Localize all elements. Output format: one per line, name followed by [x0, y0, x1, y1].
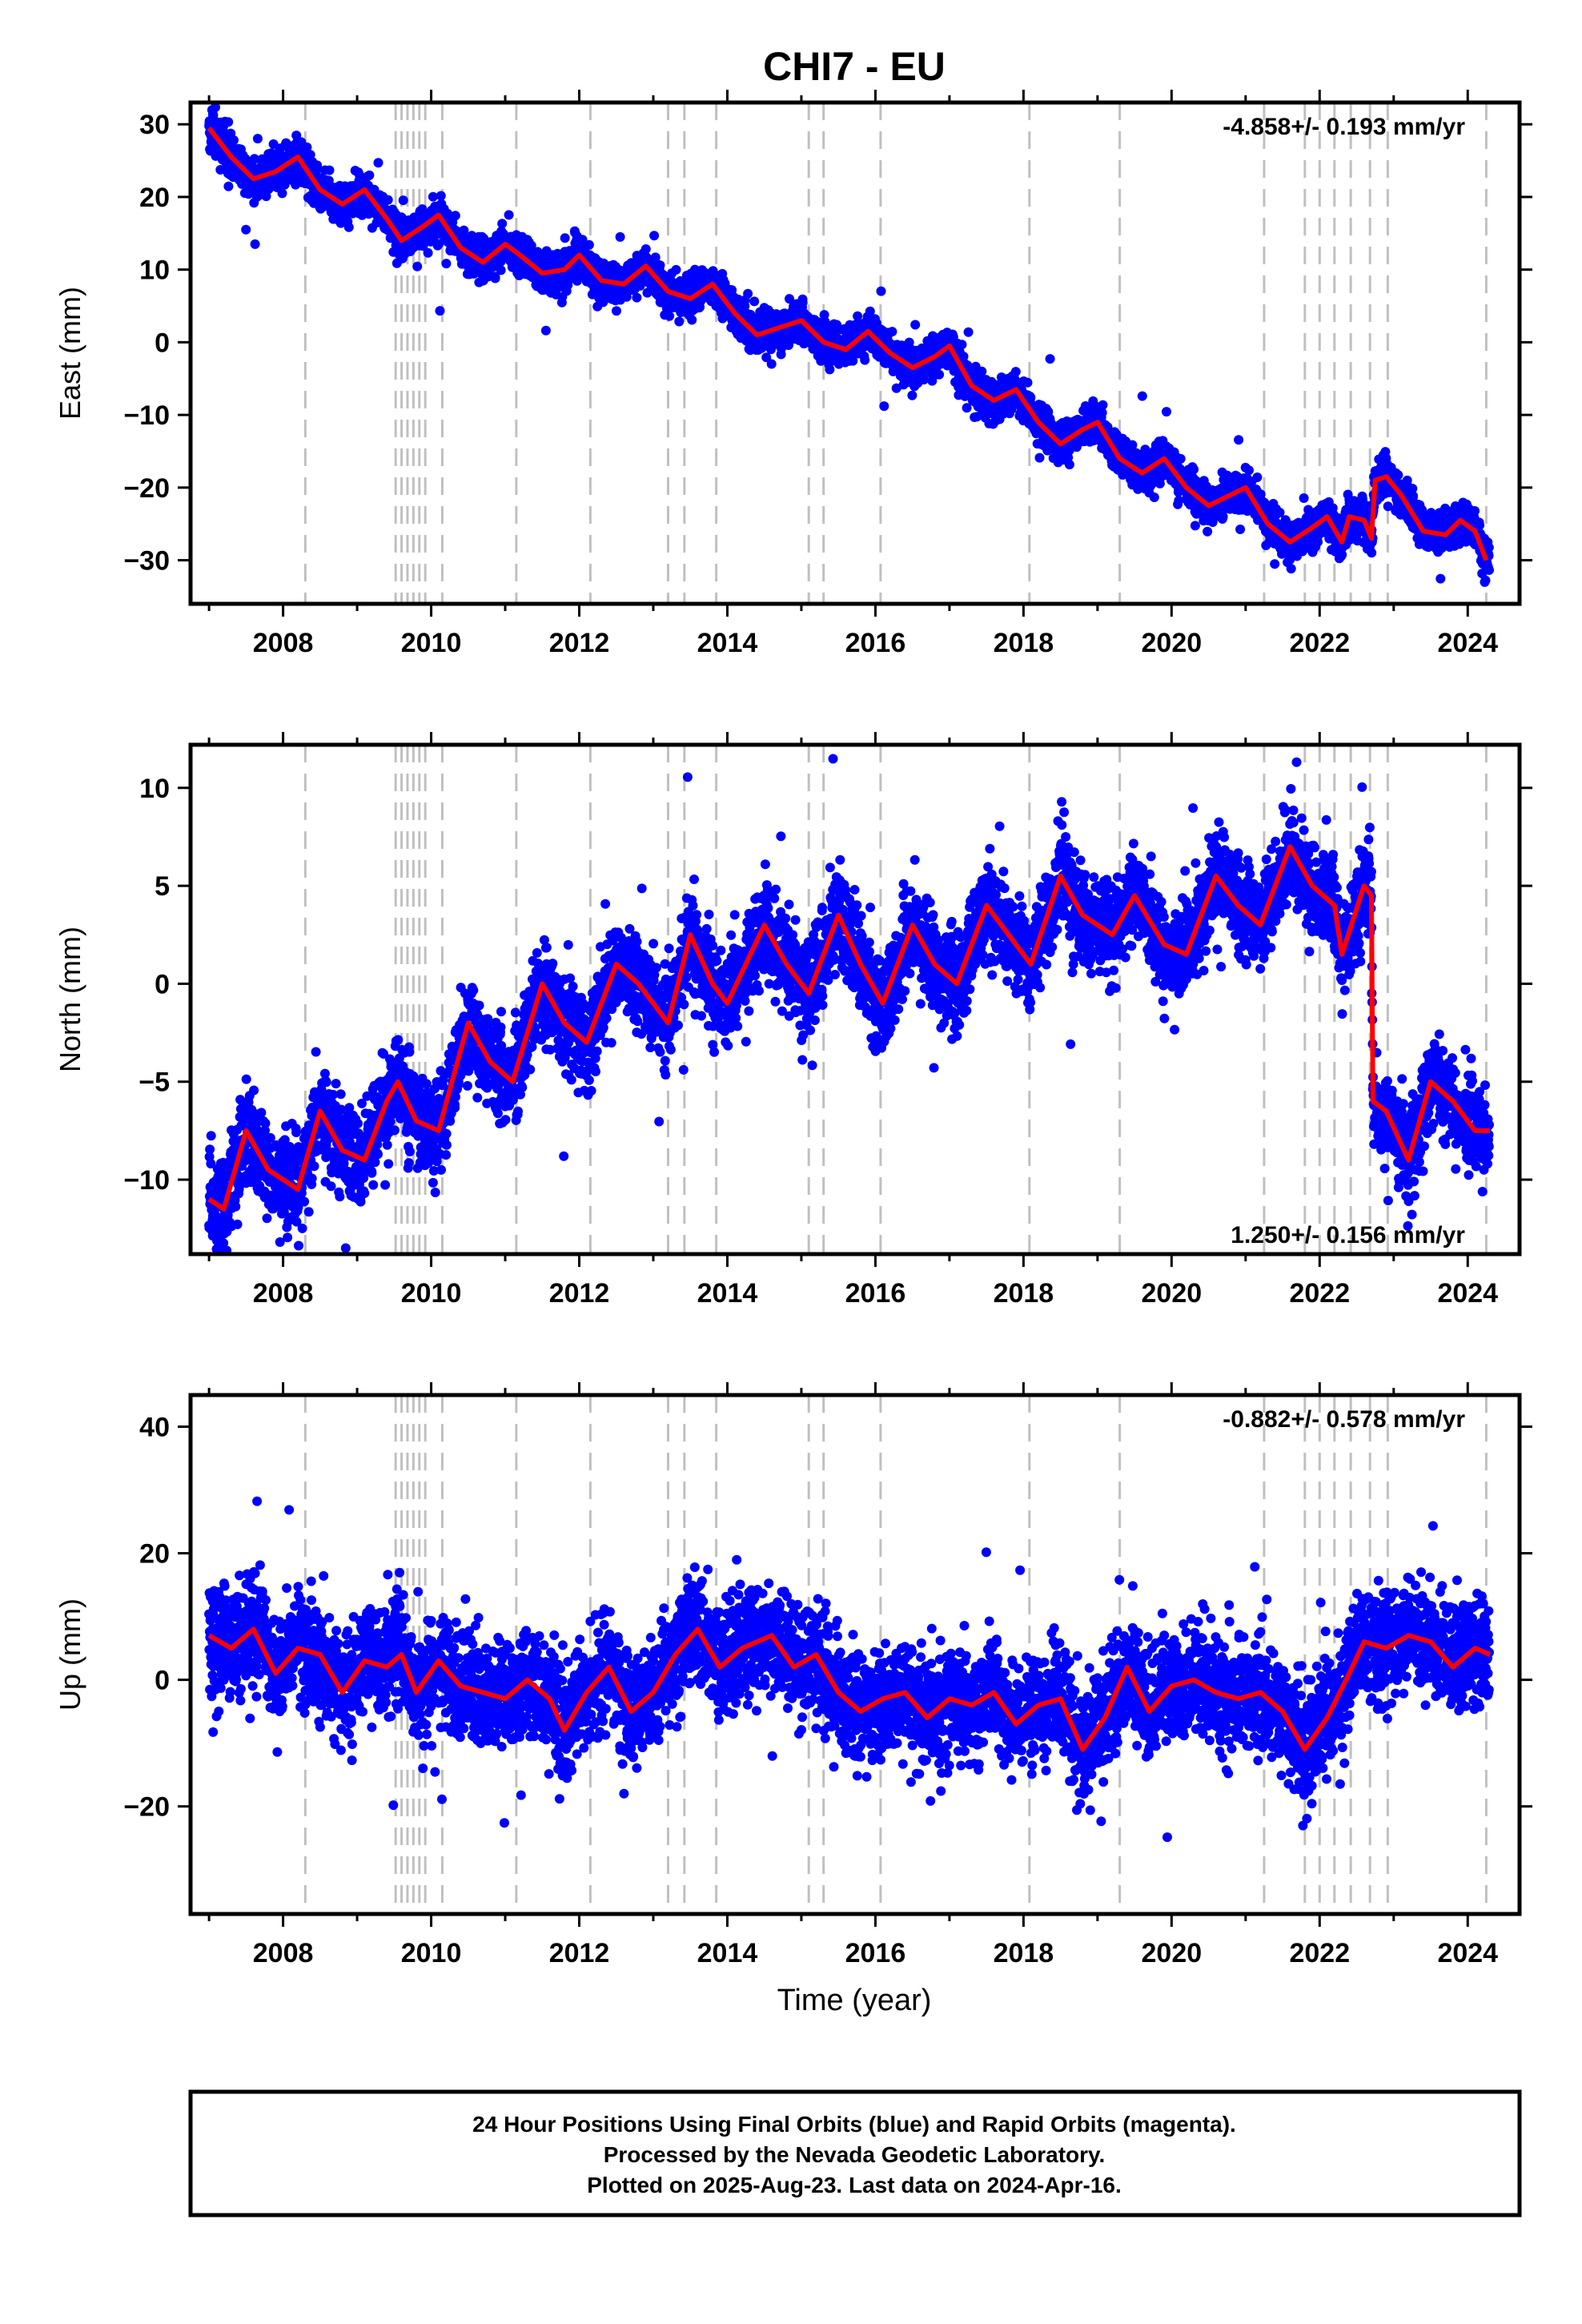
data-point [252, 134, 263, 144]
data-point [1149, 493, 1159, 502]
data-point [302, 142, 312, 152]
data-point [1127, 440, 1138, 450]
data-point [250, 239, 260, 249]
data-point [1097, 408, 1107, 418]
data-point [490, 273, 500, 283]
data-point [1022, 377, 1033, 388]
data-point [436, 191, 446, 201]
data-point [934, 369, 945, 380]
data-point [373, 158, 383, 168]
data-point [891, 383, 901, 393]
data-point [241, 224, 251, 235]
data-point [1010, 367, 1021, 377]
data-point [907, 390, 917, 400]
data-point [1098, 400, 1108, 410]
data-point [497, 219, 508, 229]
data-point [825, 364, 835, 375]
data-point [261, 191, 271, 202]
data-point [819, 310, 829, 320]
data-point [632, 292, 642, 303]
data-point [229, 135, 239, 146]
data-point [635, 280, 645, 291]
data-point [615, 231, 625, 242]
data-point [963, 327, 974, 337]
data-point [853, 311, 863, 321]
data-point [1203, 526, 1213, 537]
data-point [584, 239, 594, 250]
data-point [496, 265, 506, 275]
east-plot-area [204, 103, 1494, 604]
data-point [860, 355, 870, 365]
data-point [962, 403, 972, 413]
data-point [766, 359, 777, 369]
data-point [423, 247, 433, 258]
data-point [671, 264, 681, 275]
data-point [665, 311, 675, 321]
data-point [441, 259, 452, 269]
data-point [504, 210, 514, 220]
data-point [526, 240, 536, 251]
data-point [560, 233, 570, 243]
data-point [364, 170, 375, 180]
data-point [459, 225, 469, 235]
data-point [418, 241, 428, 251]
data-point [363, 209, 374, 219]
data-point [1174, 496, 1184, 505]
data-point [887, 327, 897, 337]
data-point [450, 211, 460, 221]
data-point [761, 352, 772, 363]
data-point [1064, 460, 1074, 470]
data-point [223, 117, 234, 127]
data-point [1189, 464, 1199, 475]
data-point [1162, 407, 1171, 417]
data-point [977, 366, 987, 376]
data-point [674, 316, 685, 327]
data-point [312, 160, 323, 171]
data-point [343, 222, 354, 232]
data-point [687, 315, 697, 325]
data-point [649, 231, 660, 241]
data-point [324, 165, 335, 175]
data-point [655, 260, 665, 271]
data-point [957, 340, 967, 350]
data-point [879, 401, 889, 412]
data-point [785, 294, 794, 304]
east-panel: 2008 2010 2012 2014 2016 2018 2020 2022 20243020… [54, 90, 1532, 658]
data-point [640, 244, 651, 254]
data-point [1137, 391, 1147, 401]
data-point [398, 195, 408, 206]
data-point [412, 261, 423, 271]
data-point [1190, 521, 1200, 531]
data-point [1026, 392, 1036, 403]
data-point [749, 296, 760, 307]
data-point [743, 288, 753, 299]
data-point [612, 306, 621, 316]
data-point [223, 181, 234, 191]
data-point [249, 154, 259, 164]
data-point [540, 325, 551, 336]
data-point [211, 103, 220, 112]
data-point [383, 195, 393, 205]
data-point [797, 297, 808, 308]
data-point [1034, 452, 1045, 463]
data-point [848, 356, 858, 366]
data-point [277, 188, 287, 199]
data-point [876, 286, 886, 296]
data-point [1175, 453, 1186, 464]
data-point [910, 320, 921, 330]
data-point [428, 191, 438, 202]
data-point [1045, 354, 1055, 364]
data-point [435, 306, 445, 316]
chart-title: CHI7 - EU [763, 44, 946, 89]
data-point [904, 337, 914, 348]
